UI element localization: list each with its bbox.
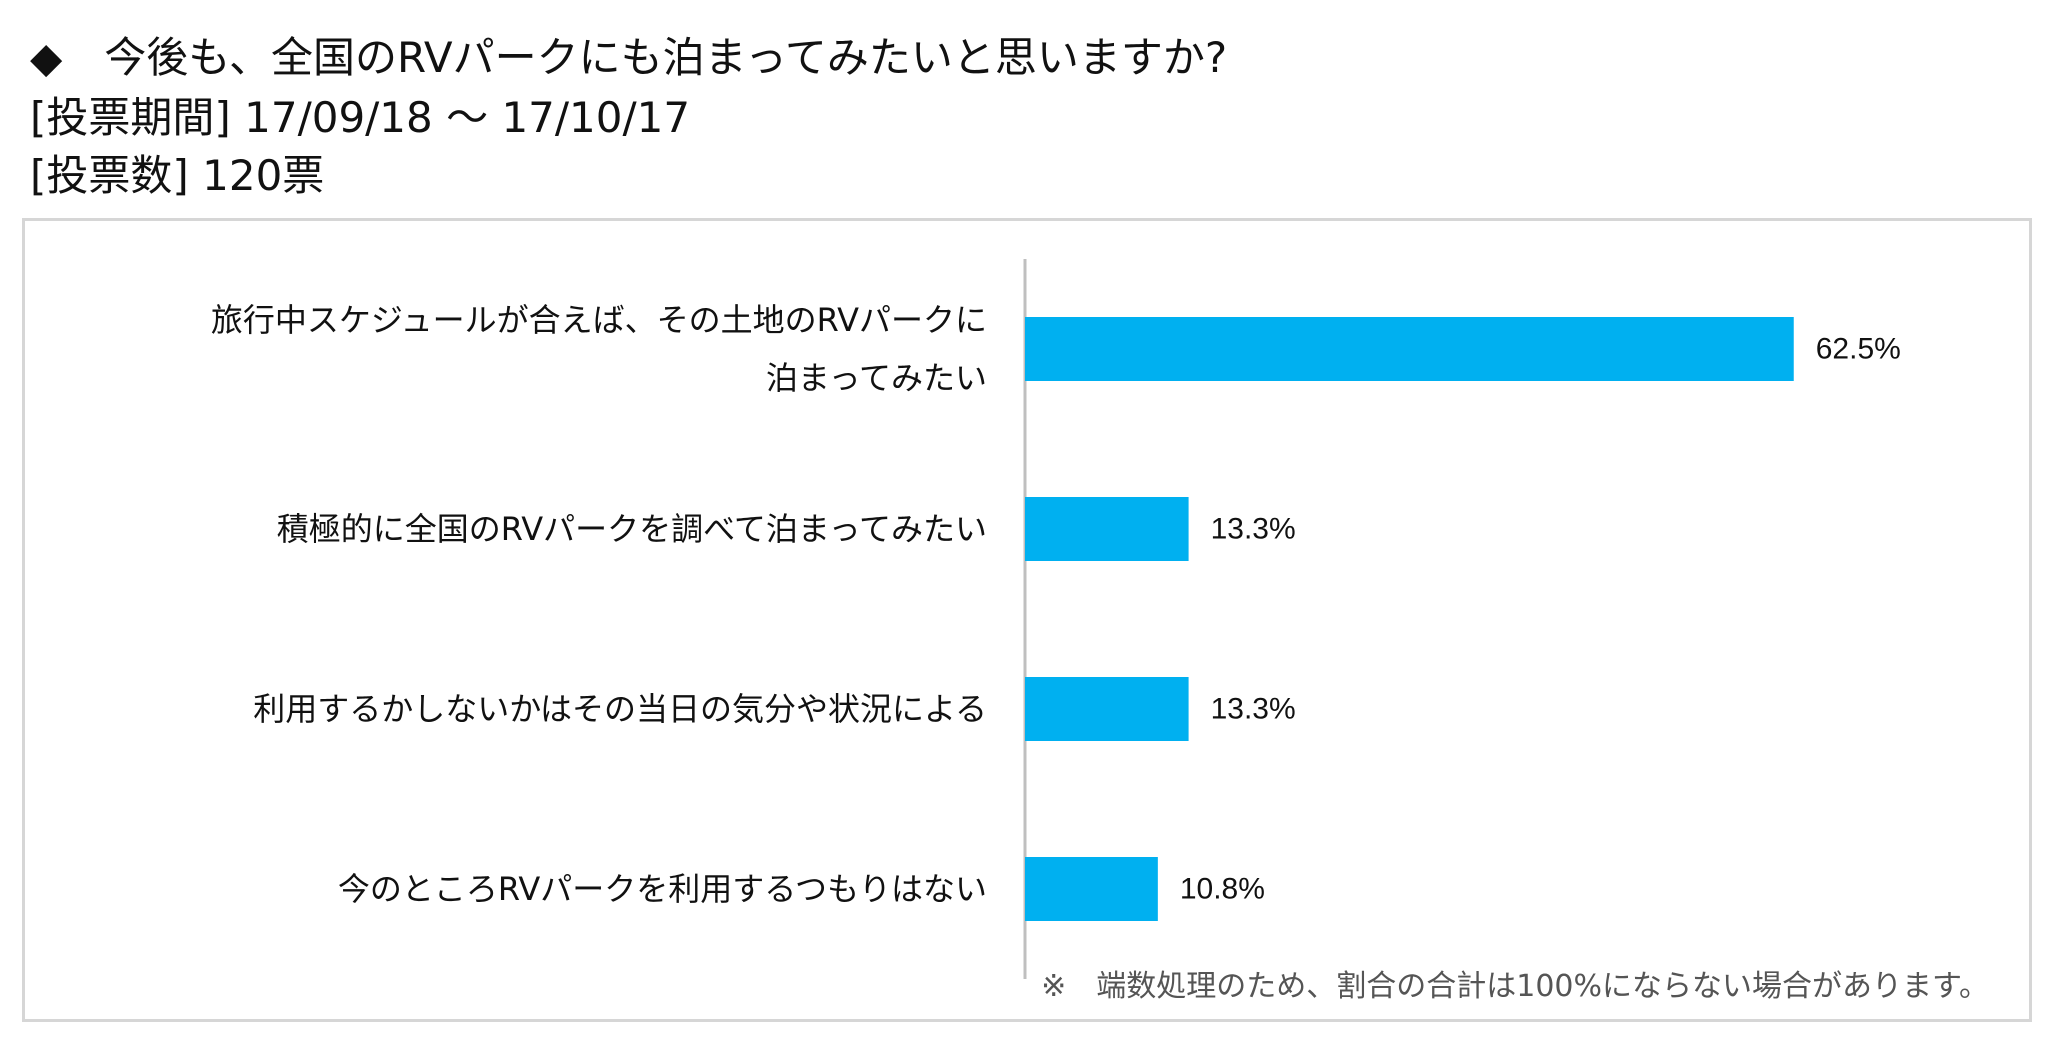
value-label-2: 13.3% (1211, 693, 1296, 726)
bar-2 (1025, 677, 1189, 741)
category-label-0-line-0: 旅行中スケジュールが合えば、その土地のRVパークに (211, 301, 987, 339)
bar-3 (1025, 857, 1158, 921)
value-label-0: 62.5% (1816, 333, 1901, 366)
voting-period: [投票期間] 17/09/18 ～ 17/10/17 (30, 93, 691, 142)
chart-frame: 62.5% 旅行中スケジュールが合えば、その土地のRVパークに泊まってみたい 13.… (22, 218, 2032, 1022)
bar-1 (1025, 497, 1189, 561)
value-label-3: 10.8% (1180, 873, 1265, 906)
chart-question-title: ◆ 今後も、全国のRVパークにも泊まってみたいと思いますか? (30, 33, 1228, 82)
category-label-0-line-1: 泊まってみたい (766, 359, 987, 397)
category-label-2: 利用するかしないかはその当日の気分や状況による (253, 690, 987, 728)
rounding-footnote: ※ 端数処理のため、割合の合計は100%にならない場合があります。 (1041, 969, 1989, 1004)
category-label-3: 今のところRVパークを利用するつもりはない (338, 870, 987, 908)
value-label-1: 13.3% (1211, 513, 1296, 546)
vote-count: [投票数] 120票 (30, 151, 325, 200)
category-label-1: 積極的に全国のRVパークを調べて泊まってみたい (277, 510, 987, 548)
bar-0 (1025, 317, 1794, 381)
